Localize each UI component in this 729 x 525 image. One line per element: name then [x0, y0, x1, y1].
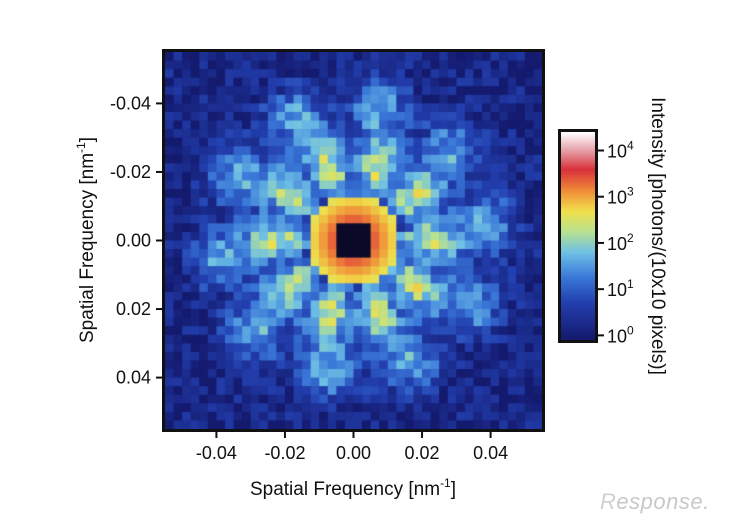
watermark-logo-mark: R — [600, 489, 617, 514]
colorbar-tick-label: 103 — [607, 185, 634, 208]
x-tick-label: 0.02 — [405, 443, 440, 463]
x-axis-label: Spatial Frequency [nm-1] — [250, 476, 456, 500]
colorbar-tick-label: 101 — [607, 277, 634, 300]
colorbar-tick-label: 104 — [607, 138, 634, 161]
colorbar — [558, 129, 598, 343]
y-tick-label: -0.02 — [110, 162, 151, 182]
y-tick-label: 0.04 — [116, 368, 151, 388]
x-axis-ticks: -0.04 -0.02 0.00 0.02 0.04 — [196, 432, 508, 463]
y-tick-label: -0.04 — [110, 93, 151, 113]
x-tick-label: 0.00 — [336, 443, 371, 463]
y-axis-ticks: -0.04 -0.02 0.00 0.02 0.04 — [110, 93, 162, 388]
colorbar-ticks: 100 101 102 103 104 — [598, 138, 634, 346]
watermark-text: esponse. — [616, 489, 710, 514]
colorbar-label: Intensity [photons/(10x10 pixels)] — [647, 97, 668, 375]
x-tick-label: 0.04 — [473, 443, 508, 463]
colorbar-gradient — [561, 132, 595, 340]
colorbar-tick-label: 100 — [607, 323, 634, 346]
x-tick-label: -0.02 — [264, 443, 305, 463]
x-tick-label: -0.04 — [196, 443, 237, 463]
colorbar-tick-label: 102 — [607, 231, 634, 254]
response-watermark: Response. — [600, 489, 710, 515]
heatmap-image — [165, 52, 542, 429]
heatmap-plot-area — [162, 49, 545, 432]
y-tick-label: 0.00 — [116, 231, 151, 251]
y-axis-label: Spatial Frequency [nm-1] — [74, 137, 98, 343]
y-tick-label: 0.02 — [116, 299, 151, 319]
